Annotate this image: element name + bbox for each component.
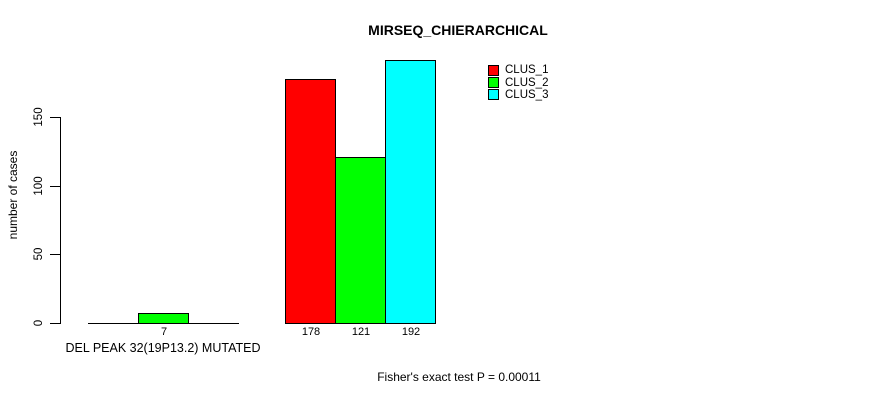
legend-swatch-clus_3 bbox=[488, 89, 499, 101]
legend-row: CLUS_2 bbox=[488, 76, 549, 89]
bar-clus_3 bbox=[385, 60, 436, 324]
legend: CLUS_1 CLUS_2 CLUS_3 bbox=[488, 64, 548, 101]
legend-swatch-clus_2 bbox=[488, 77, 499, 89]
bar-value-label: 192 bbox=[401, 326, 421, 338]
y-tick-label: 100 bbox=[33, 176, 45, 196]
y-tick-mark bbox=[50, 185, 60, 187]
bar-value-label: 121 bbox=[351, 326, 371, 338]
y-tick-label: 50 bbox=[33, 247, 45, 261]
bar-clus_2 bbox=[138, 313, 189, 324]
group-label: DEL PEAK 32(19P13.2) MUTATED bbox=[65, 341, 261, 355]
legend-label: CLUS_1 bbox=[505, 64, 549, 77]
bar-value-label: 178 bbox=[301, 326, 321, 338]
y-tick-mark bbox=[50, 323, 60, 324]
y-tick-label: 0 bbox=[33, 319, 45, 327]
y-tick-mark bbox=[50, 117, 60, 119]
bar-clus_2 bbox=[335, 157, 386, 324]
legend-label: CLUS_3 bbox=[505, 88, 549, 101]
legend-row: CLUS_3 bbox=[488, 89, 548, 101]
y-tick-mark bbox=[50, 254, 60, 256]
legend-row: CLUS_1 bbox=[488, 64, 548, 76]
bar-value-label: 7 bbox=[160, 326, 168, 338]
chart-title: MIRSEQ_CHIERARCHICAL bbox=[368, 22, 548, 38]
y-tick-label: 150 bbox=[33, 107, 45, 127]
y-axis-label: number of cases bbox=[6, 150, 20, 240]
legend-swatch-clus_1 bbox=[488, 64, 499, 76]
y-axis-line bbox=[60, 117, 62, 324]
legend-label: CLUS_2 bbox=[505, 76, 549, 89]
footnote: Fisher's exact test P = 0.00011 bbox=[377, 370, 541, 384]
bar-clus_1 bbox=[285, 79, 336, 324]
